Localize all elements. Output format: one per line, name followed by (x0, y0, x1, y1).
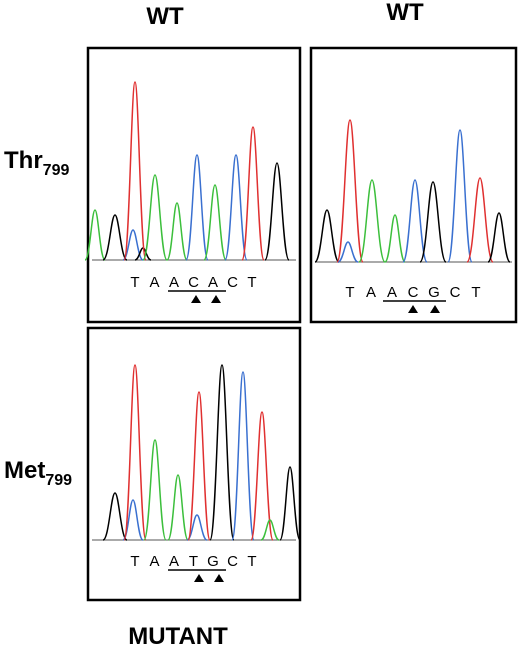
base-letter: C (227, 553, 238, 570)
trace-peak (142, 174, 168, 261)
row-label-name: Thr (4, 147, 43, 174)
panel-frame (86, 46, 302, 324)
base-letter: G (428, 284, 440, 301)
base-letter: T (247, 274, 256, 291)
trace-peak (402, 179, 428, 263)
trace-peak (336, 119, 364, 263)
trace-peak (134, 247, 152, 261)
base-letter: C (408, 284, 419, 301)
column-label: WT (146, 3, 184, 30)
base-letter: T (130, 553, 139, 570)
base-letter: A (149, 274, 159, 291)
trace-peak (143, 439, 167, 541)
base-letter: C (188, 274, 199, 291)
base-letter: T (189, 553, 198, 570)
trace-peak (314, 209, 340, 263)
base-letter: A (208, 274, 218, 291)
trace-peak (123, 364, 147, 541)
row-label-subscript: 799 (45, 472, 72, 489)
trace-peak (447, 129, 473, 263)
mutation-arrow (408, 305, 418, 313)
base-letter: T (345, 284, 354, 301)
trace-peak (487, 212, 511, 263)
trace-peak (279, 466, 301, 541)
trace-peak (419, 181, 447, 263)
trace-peak (167, 474, 189, 541)
trace-peak (231, 371, 255, 541)
trace-peak (250, 411, 274, 541)
trace-peak (264, 162, 290, 261)
trace-peak (224, 154, 248, 261)
trace-peak (84, 209, 106, 261)
trace-peak (209, 364, 235, 541)
base-letter: C (450, 284, 461, 301)
base-letter: T (130, 274, 139, 291)
trace-peak (186, 514, 208, 541)
base-letter: A (169, 274, 179, 291)
row-label-subscript: 799 (43, 162, 70, 179)
trace-peak (337, 241, 359, 263)
mutation-arrow (214, 574, 224, 582)
trace-peak (185, 154, 209, 261)
base-letter: T (247, 553, 256, 570)
trace-peak (203, 184, 227, 261)
base-letter: T (471, 284, 480, 301)
row-label-name: Met (4, 457, 45, 484)
chromatograms (84, 81, 512, 541)
row-label: Thr799 (4, 147, 69, 179)
footer-label: MUTANT (128, 623, 228, 650)
base-letter: A (149, 553, 159, 570)
trace-peak (166, 202, 188, 261)
panel-frame (86, 326, 302, 602)
trace-peak (466, 177, 494, 263)
mutation-arrow (211, 295, 221, 303)
trace-peak (102, 492, 128, 541)
base-letter: A (169, 553, 179, 570)
base-letter: G (207, 553, 219, 570)
trace-peak (241, 126, 265, 261)
sequences: T A A C A C TT A A C G C TT A A T G C T (130, 274, 481, 582)
trace-peak (123, 81, 147, 261)
trace-peak (358, 179, 386, 263)
trace-peak (102, 214, 128, 261)
mutation-arrow (430, 305, 440, 313)
base-letter: C (227, 274, 238, 291)
trace-peak (122, 499, 144, 541)
mutation-arrow (191, 295, 201, 303)
trace-peak (260, 519, 280, 541)
base-letter: A (387, 284, 397, 301)
base-letter: A (366, 284, 376, 301)
panel-frame (309, 46, 518, 324)
mutation-arrow (194, 574, 204, 582)
trace-peak (187, 391, 211, 541)
trace-peak (384, 214, 406, 263)
row-label: Met799 (4, 457, 72, 489)
column-label: WT (386, 0, 424, 26)
